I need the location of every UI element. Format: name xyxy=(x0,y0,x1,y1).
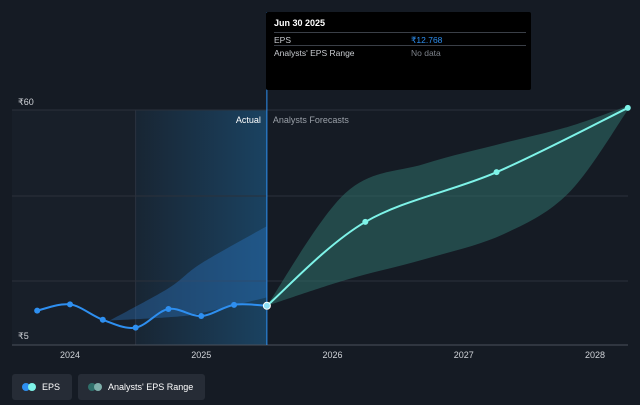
tooltip-eps-value: ₹12.768 xyxy=(411,35,443,45)
eps-actual-point xyxy=(132,324,139,331)
range-swatch-icon xyxy=(88,383,103,391)
eps-actual-point xyxy=(165,305,172,312)
eps-forecast-point xyxy=(362,218,369,225)
eps-actual-point xyxy=(67,301,73,308)
tooltip-range-label: Analysts' EPS Range xyxy=(274,48,355,58)
x-tick-label: 2026 xyxy=(322,350,342,360)
eps-forecast-point xyxy=(262,301,271,310)
legend-eps-label: EPS xyxy=(42,382,61,392)
eps-range-band-actual xyxy=(109,226,267,321)
x-tick-label: 2028 xyxy=(585,350,605,360)
tooltip-date: Jun 30 2025 xyxy=(274,18,326,28)
eps-actual-point xyxy=(99,316,106,323)
tooltip-row-eps: EPS ₹12.768 xyxy=(274,32,526,46)
eps-actual-point xyxy=(198,313,205,320)
legend-item-range[interactable]: Analysts' EPS Range xyxy=(78,374,206,400)
tooltip-range-value: No data xyxy=(411,48,441,58)
forecast-section-label: Analysts Forecasts xyxy=(273,115,350,125)
eps-actual-point xyxy=(231,301,238,308)
legend: EPS Analysts' EPS Range xyxy=(12,374,206,400)
eps-swatch-icon xyxy=(22,383,36,391)
x-tick-label: 2025 xyxy=(191,350,211,360)
tooltip-row-range: Analysts' EPS Range No data xyxy=(274,45,526,59)
eps-forecast-point xyxy=(493,169,500,176)
eps-forecast-line xyxy=(266,107,629,307)
eps-chart: ₹60 ₹5 2024 2025 2026 2027 2028 Actual Analysts … xyxy=(12,12,631,360)
x-tick-label: 2027 xyxy=(454,350,474,360)
eps-forecast-point xyxy=(624,104,631,111)
eps-range-band-forecast xyxy=(266,105,628,306)
legend-range-label: Analysts' EPS Range xyxy=(108,382,194,392)
legend-item-eps[interactable]: EPS xyxy=(12,374,73,400)
y-tick-label: ₹60 xyxy=(18,97,34,107)
tooltip-eps-label: EPS xyxy=(274,35,292,45)
actual-section-label: Actual xyxy=(236,115,261,125)
highlight-region xyxy=(135,110,267,345)
y-tick-label: ₹5 xyxy=(18,331,29,341)
tooltip: Jun 30 2025 EPS ₹12.768 Analysts' EPS Ra… xyxy=(266,12,531,90)
eps-actual-point xyxy=(34,307,41,314)
x-tick-label: 2024 xyxy=(60,350,80,360)
